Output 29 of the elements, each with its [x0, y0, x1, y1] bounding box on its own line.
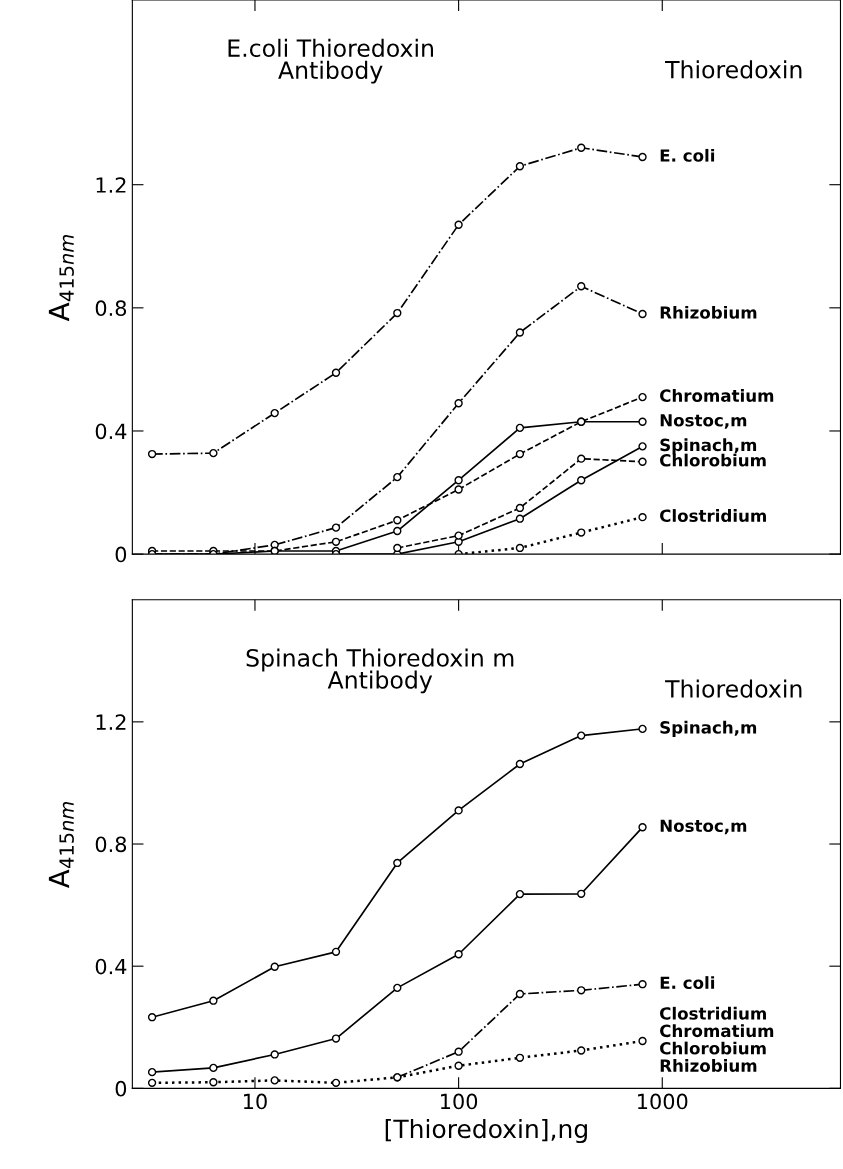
series-label: Spinach,m — [660, 438, 757, 455]
y-tick-label: 0.4 — [95, 423, 127, 440]
series-label: Chlorobium — [660, 453, 766, 467]
x-axis-title: [Thioredoxin],ng — [385, 1118, 587, 1144]
x-tick-label: 1000 — [638, 1093, 688, 1110]
series-label: E. coli — [660, 148, 715, 162]
legend-title: Thioredoxin — [665, 60, 802, 79]
series-label: Clostridium Chromatium Chlorobium Rhizobium — [660, 1006, 774, 1072]
x-tick-label: 100 — [441, 1093, 478, 1110]
y-tick-label: 0.8 — [95, 836, 127, 853]
y-axis-title: A$_{415nm}$ — [48, 802, 74, 889]
series-label: Nostoc,m — [660, 819, 747, 835]
y-tick-label: 1.2 — [96, 714, 126, 730]
x-tick-label: 10 — [243, 1093, 267, 1110]
text: Spinach Thioredoxin m Antibody — [246, 648, 514, 694]
y-tick-label: 0 — [115, 1080, 127, 1097]
y-tick-label: 0 — [115, 546, 127, 563]
y-tick-label: 0.8 — [95, 300, 127, 317]
series-label: E. coli — [660, 976, 715, 990]
series-label: Nostoc,m — [660, 414, 747, 429]
series-label: Chromatium — [660, 389, 774, 402]
series-label: Spinach,m — [660, 720, 757, 737]
legend-title: Thioredoxin — [665, 679, 802, 698]
y-tick-label: 1.2 — [96, 177, 126, 193]
series-label: Clostridium — [660, 509, 766, 522]
series-label: Rhizobium — [660, 305, 757, 319]
text: E.coli Thioredoxin Antibody — [228, 38, 433, 84]
y-axis-title: A$_{415nm}$ — [48, 235, 74, 322]
y-tick-label: 0.4 — [95, 958, 127, 975]
